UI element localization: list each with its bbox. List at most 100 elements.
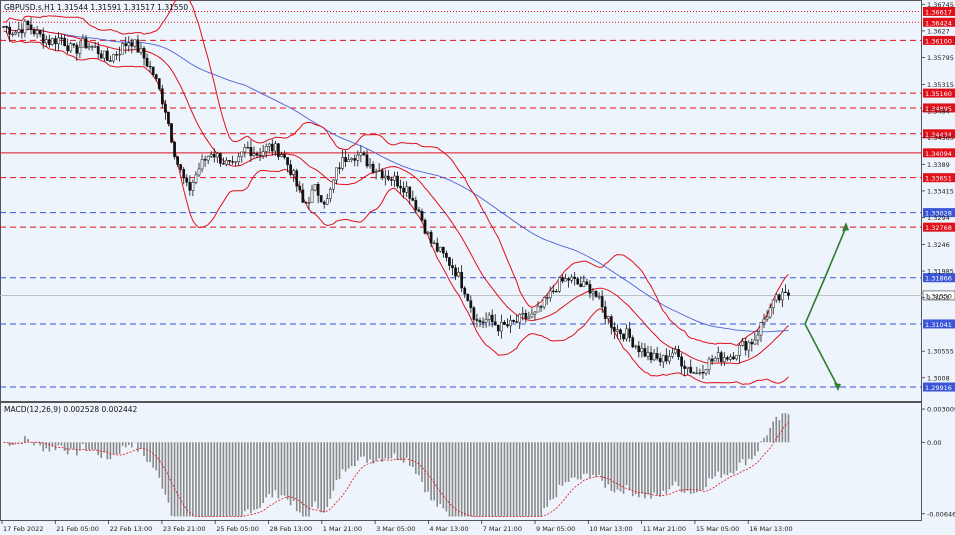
candle-body [87, 46, 91, 49]
candle-body [255, 153, 259, 156]
candle-body [69, 43, 73, 52]
y-tick-label-5: 1.34365 [927, 134, 954, 142]
candle-body [261, 151, 265, 156]
candle-body [643, 348, 647, 357]
support-line-1-tag [923, 273, 955, 283]
candle-body [472, 307, 476, 320]
candle-body [32, 29, 36, 35]
candle-body [484, 319, 488, 323]
candle-body [658, 358, 662, 363]
candle-body [594, 291, 598, 297]
resistance-line-0-label: 1.36617 [925, 8, 952, 16]
support-line-0-tag [923, 208, 955, 218]
candle-body [194, 174, 198, 183]
candle-body [249, 147, 253, 156]
candle-body [579, 283, 583, 287]
candle-body [704, 369, 708, 374]
x-tick-label-13: 15 Mar 05:00 [696, 525, 739, 533]
y-tick-label-8: 1.3294 [927, 214, 950, 222]
candle-body [619, 329, 622, 335]
candle-body [2, 26, 5, 28]
macd-tick-label-1: 0.00 [927, 439, 941, 447]
candle-body [680, 356, 683, 367]
candle-body [26, 20, 30, 26]
candle-body [35, 30, 39, 35]
candle-body [530, 313, 534, 318]
candle-body [674, 349, 677, 354]
candle-body [784, 291, 787, 294]
y-tick-label-1: 1.3627 [927, 27, 950, 35]
down-arrow-head [834, 383, 841, 392]
up-arrow-head [842, 222, 849, 232]
y-tick-label-3: 1.35315 [927, 81, 954, 89]
support-line-0-label: 1.33028 [925, 210, 952, 218]
candle-body [402, 187, 405, 193]
candle-body [99, 53, 103, 59]
resistance-line-0-tag [923, 6, 955, 16]
resistance-line-4-tag [923, 103, 955, 113]
candle-body [338, 167, 341, 169]
candle-body [179, 164, 183, 170]
candle-body [597, 296, 601, 298]
candle-body [228, 160, 231, 162]
candle-body [118, 53, 121, 56]
candle-body [237, 156, 241, 162]
candle-body [551, 290, 555, 292]
candle-body [771, 299, 775, 308]
candle-body [286, 157, 289, 165]
candle-body [671, 352, 674, 357]
candle-body [613, 327, 616, 332]
candle-body [710, 358, 714, 362]
symbol-title: GBPUSD.s,H1 1.31544 1.31591 1.31517 1.31… [4, 3, 188, 12]
resistance-line-8-label: 1.32768 [925, 224, 952, 232]
candle-body [649, 352, 653, 361]
candle-body [457, 271, 460, 277]
candle-body [374, 171, 378, 173]
candle-body [332, 179, 335, 190]
candle-body [435, 242, 439, 252]
candle-body [365, 154, 369, 167]
candle-body [283, 154, 286, 158]
candle-body [429, 231, 433, 244]
candle-body [408, 186, 412, 199]
bollinger-upper [3, 0, 789, 347]
candle-body [625, 328, 628, 340]
candle-body [716, 352, 720, 359]
candle-body [292, 170, 296, 175]
candle-body [585, 281, 589, 285]
candle-body [558, 277, 561, 292]
candle-body [441, 246, 445, 254]
candle-body [234, 161, 238, 163]
candle-body [445, 252, 448, 258]
candle-body [500, 321, 503, 332]
y-tick-label-7: 1.33415 [927, 187, 954, 195]
candle-body [167, 112, 170, 124]
candle-body [139, 48, 143, 53]
candle-body [96, 46, 100, 55]
resistance-line-6-tag [923, 148, 955, 158]
candle-body [451, 265, 454, 269]
candle-body [695, 372, 699, 375]
macd-signal-line [3, 422, 789, 517]
candle-body [17, 29, 21, 33]
candle-body [20, 29, 24, 34]
candle-body [631, 337, 635, 348]
candle-body [466, 293, 470, 301]
candle-body [63, 37, 66, 46]
y-tick-label-6: 1.3389 [927, 161, 950, 169]
macd-tick-label-2: -0.006465 [927, 510, 955, 518]
candle-body [191, 182, 195, 191]
candle-body [319, 195, 323, 203]
candle-body [197, 168, 201, 176]
candle-body [304, 202, 308, 204]
candle-body [774, 294, 778, 301]
candle-body [322, 201, 326, 205]
candle-body [707, 358, 711, 370]
candle-body [640, 348, 644, 353]
candle-body [570, 276, 573, 281]
candle-body [454, 267, 457, 277]
candle-body [741, 341, 745, 346]
price-pane-frame [0, 0, 922, 402]
candle-body [646, 352, 650, 357]
candle-body [738, 345, 741, 356]
